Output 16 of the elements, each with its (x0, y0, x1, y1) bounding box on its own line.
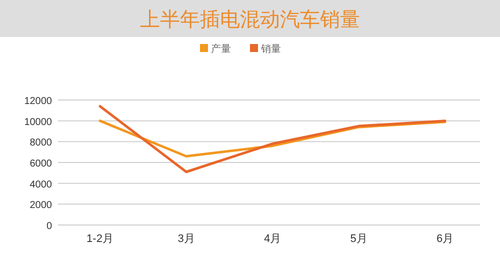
y-tick-label: 6000 (30, 158, 52, 170)
x-tick-label: 5月 (350, 233, 368, 245)
y-tick-label: 2000 (30, 200, 52, 212)
legend-label: 销量 (260, 44, 281, 55)
y-tick-label: 12000 (24, 96, 52, 107)
chart-title: 上半年插电混动汽车销量 (140, 9, 360, 31)
line-series (98, 105, 446, 174)
x-tick-label: 3月 (178, 233, 195, 245)
legend-label: 产量 (211, 43, 231, 55)
y-tick-label: 4000 (30, 179, 52, 190)
x-tick-label: 1-2月 (86, 233, 114, 245)
x-tick-label: 6月 (436, 233, 454, 245)
y-tick-label: 8000 (30, 138, 52, 149)
x-tick-label: 4月 (264, 233, 282, 245)
y-tick-label: 10000 (24, 116, 52, 128)
y-tick-label: 0 (46, 221, 52, 232)
